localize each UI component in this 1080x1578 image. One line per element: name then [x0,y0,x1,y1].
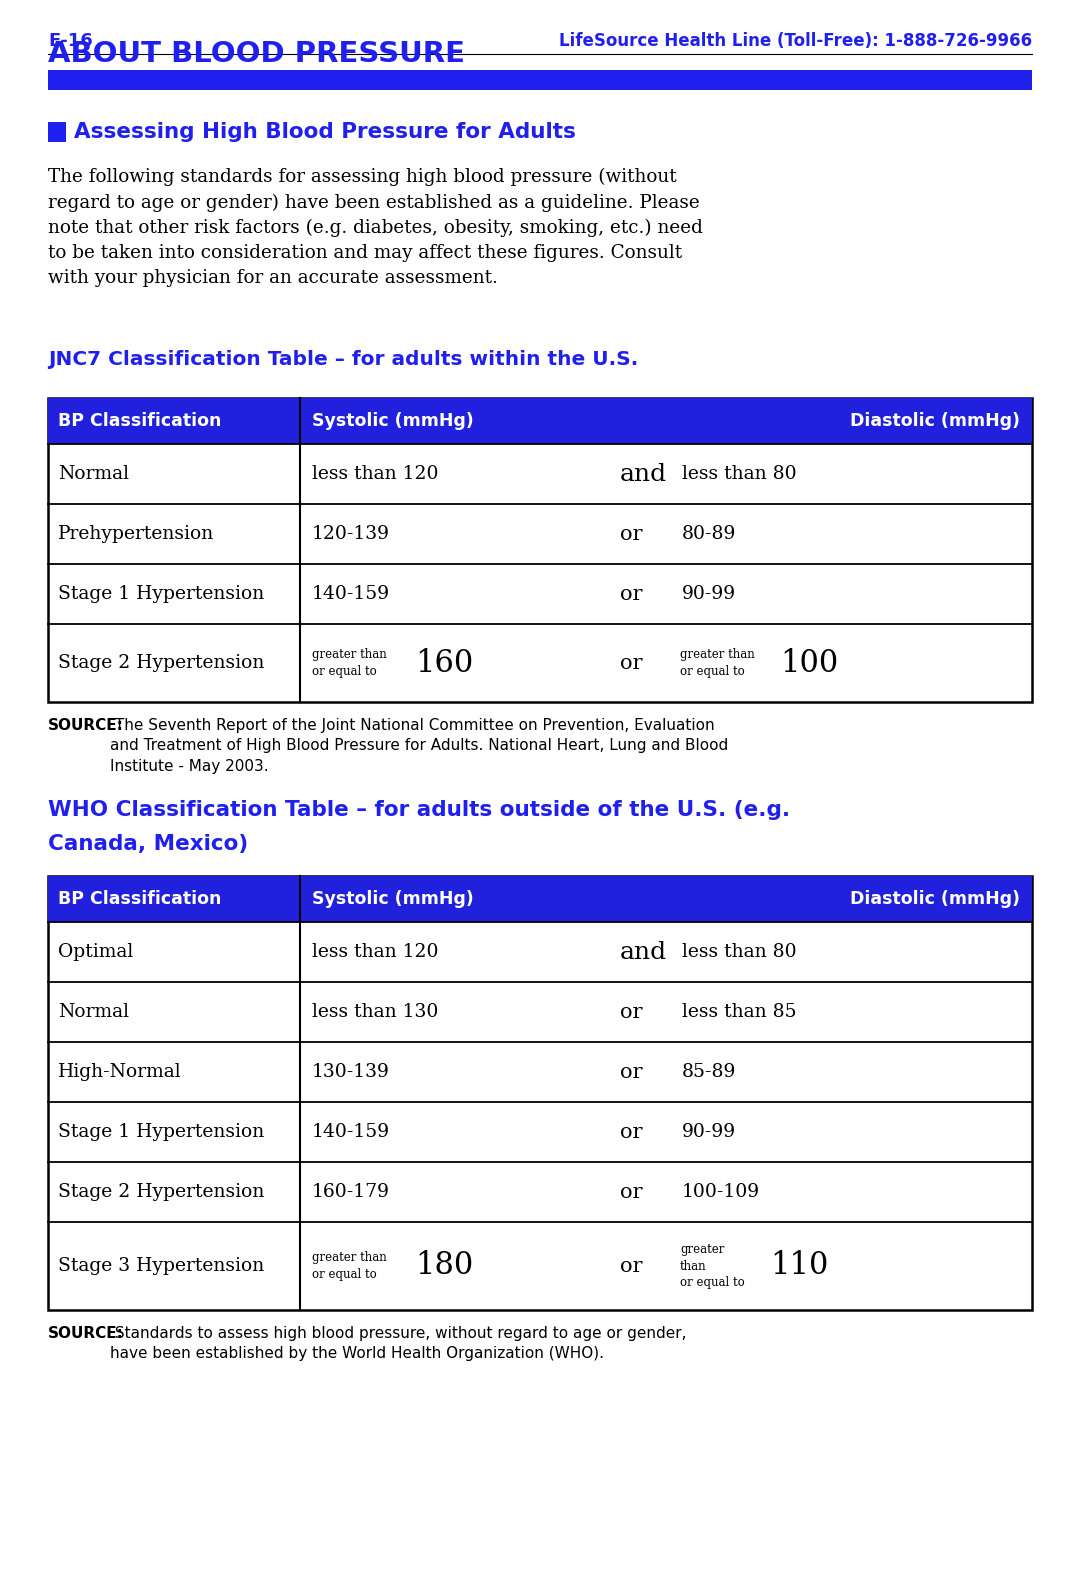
Text: and: and [620,462,667,486]
Text: greater
than
or equal to: greater than or equal to [680,1243,745,1289]
Text: JNC7 Classification Table – for adults within the U.S.: JNC7 Classification Table – for adults w… [48,350,638,369]
Text: BP Classification: BP Classification [58,412,221,429]
Text: less than 80: less than 80 [681,466,797,483]
Text: Stage 1 Hypertension: Stage 1 Hypertension [58,1124,265,1141]
Text: 180: 180 [415,1250,473,1281]
Text: 100: 100 [780,647,838,679]
Text: Systolic (mmHg): Systolic (mmHg) [312,412,474,429]
Bar [48,876,1032,1310]
Text: Stage 2 Hypertension: Stage 2 Hypertension [58,653,265,672]
Text: 100-109: 100-109 [681,1184,760,1201]
Text: or: or [620,524,643,543]
Text: and: and [620,940,667,964]
Bar [48,69,1032,90]
Text: less than 80: less than 80 [681,944,797,961]
Text: ABOUT BLOOD PRESSURE: ABOUT BLOOD PRESSURE [48,39,465,68]
Text: or: or [620,584,643,603]
Text: greater than
or equal to: greater than or equal to [312,1251,387,1281]
Text: High-Normal: High-Normal [58,1064,181,1081]
Bar [48,122,66,142]
Text: Stage 2 Hypertension: Stage 2 Hypertension [58,1184,265,1201]
Text: 85-89: 85-89 [681,1064,737,1081]
Text: Standards to assess high blood pressure, without regard to age or gender,
have b: Standards to assess high blood pressure,… [110,1326,687,1362]
Text: greater than
or equal to: greater than or equal to [312,649,387,677]
Text: 90-99: 90-99 [681,1124,737,1141]
Text: less than 120: less than 120 [312,466,438,483]
Text: Stage 1 Hypertension: Stage 1 Hypertension [58,585,265,603]
Text: Normal: Normal [58,466,129,483]
Bar [48,398,1032,702]
Text: less than 85: less than 85 [681,1004,797,1021]
Text: Diastolic (mmHg): Diastolic (mmHg) [850,890,1020,907]
Bar [48,398,1032,443]
Text: Stage 3 Hypertension: Stage 3 Hypertension [58,1258,265,1275]
Text: Diastolic (mmHg): Diastolic (mmHg) [850,412,1020,429]
Text: 80-89: 80-89 [681,525,737,543]
Text: less than 120: less than 120 [312,944,438,961]
Text: The following standards for assessing high blood pressure (without
regard to age: The following standards for assessing hi… [48,167,703,287]
Bar [48,876,1032,922]
Text: or: or [620,653,643,672]
Text: Canada, Mexico): Canada, Mexico) [48,835,248,854]
Text: greater than
or equal to: greater than or equal to [680,649,755,677]
Text: LifeSource Health Line (Toll-Free): 1-888-726-9966: LifeSource Health Line (Toll-Free): 1-88… [558,32,1032,50]
Text: Optimal: Optimal [58,944,133,961]
Text: WHO Classification Table – for adults outside of the U.S. (e.g.: WHO Classification Table – for adults ou… [48,800,791,821]
Text: Normal: Normal [58,1004,129,1021]
Text: or: or [620,1002,643,1021]
Text: less than 130: less than 130 [312,1004,438,1021]
Text: 90-99: 90-99 [681,585,737,603]
Text: 120-139: 120-139 [312,525,390,543]
Text: Assessing High Blood Pressure for Adults: Assessing High Blood Pressure for Adults [75,122,576,142]
Text: 140-159: 140-159 [312,585,390,603]
Text: 130-139: 130-139 [312,1064,390,1081]
Text: E-16: E-16 [48,32,93,50]
Text: SOURCE:: SOURCE: [48,718,124,734]
Text: Systolic (mmHg): Systolic (mmHg) [312,890,474,907]
Text: 110: 110 [770,1250,828,1281]
Text: or: or [620,1182,643,1201]
Text: 140-159: 140-159 [312,1124,390,1141]
Text: or: or [620,1062,643,1081]
Text: 160-179: 160-179 [312,1184,390,1201]
Text: 160: 160 [415,647,473,679]
Text: BP Classification: BP Classification [58,890,221,907]
Text: The Seventh Report of the Joint National Committee on Prevention, Evaluation
and: The Seventh Report of the Joint National… [110,718,728,773]
Text: or: or [620,1122,643,1141]
Text: Prehypertension: Prehypertension [58,525,214,543]
Text: SOURCE:: SOURCE: [48,1326,124,1341]
Text: or: or [620,1256,643,1275]
